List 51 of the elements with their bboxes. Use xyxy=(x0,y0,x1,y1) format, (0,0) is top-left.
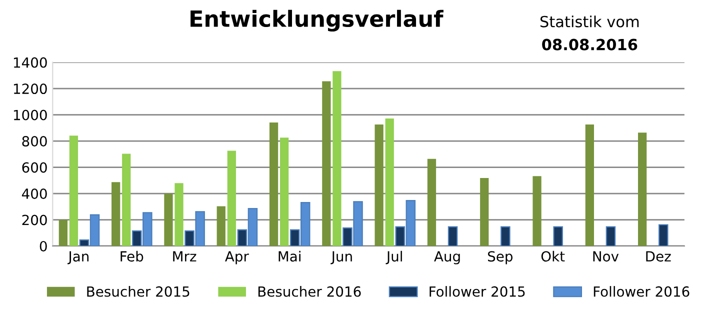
text: 08.08.2016 xyxy=(542,38,638,50)
x-tick-label: Dez xyxy=(646,251,671,262)
chart-title: Entwicklungsverlauf xyxy=(190,10,444,32)
x-tick-label: Okt xyxy=(541,250,565,262)
bar xyxy=(216,206,226,246)
legend-label: Follower 2016 xyxy=(594,286,690,297)
y-tick-label: 1200 xyxy=(14,84,47,94)
x-tick-label: Jul xyxy=(386,250,402,264)
bar xyxy=(553,226,563,246)
bar xyxy=(227,150,236,246)
y-tick-label: 800 xyxy=(22,136,47,147)
bar xyxy=(69,136,78,246)
bar xyxy=(322,81,331,246)
y-tick-label: 600 xyxy=(22,162,47,173)
bar xyxy=(174,183,184,246)
x-tick-label: Jun xyxy=(330,251,352,264)
x-tick-label: Apr xyxy=(225,251,249,264)
bar xyxy=(280,138,289,246)
x-tick-label: Jan xyxy=(68,251,88,264)
y-tick-label: 200 xyxy=(22,214,47,226)
legend-label: Besucher 2016 xyxy=(258,286,361,297)
x-tick-label: Mai xyxy=(278,250,300,262)
legend-label: Follower 2015 xyxy=(430,286,525,297)
bar xyxy=(606,226,616,246)
y-tick-label: 1000 xyxy=(14,110,47,120)
legend-label: Besucher 2015 xyxy=(87,286,190,297)
x-tick-label: Nov xyxy=(593,251,619,262)
text: Statistik vom xyxy=(540,16,639,28)
bar xyxy=(638,132,647,246)
bar xyxy=(374,124,384,246)
x-tick-label: Feb xyxy=(120,250,144,262)
x-tick-label: Sep xyxy=(488,251,513,264)
bar xyxy=(385,118,394,246)
y-tick-label: 1400 xyxy=(14,57,47,68)
bar xyxy=(332,71,342,246)
x-tick-label: Mrz xyxy=(173,251,196,262)
bar xyxy=(112,182,120,246)
bar xyxy=(269,122,278,246)
bar xyxy=(532,176,542,246)
x-tick-label: Aug xyxy=(434,251,460,264)
bar xyxy=(122,154,131,246)
bar xyxy=(448,226,458,246)
y-tick-label: 400 xyxy=(22,188,47,199)
y-tick-label: 0 xyxy=(40,240,47,252)
bar xyxy=(500,226,510,246)
bar xyxy=(164,194,173,246)
bar xyxy=(658,224,668,246)
bar xyxy=(480,178,489,246)
bar xyxy=(427,158,436,246)
bar xyxy=(585,124,594,246)
bar xyxy=(58,220,68,246)
